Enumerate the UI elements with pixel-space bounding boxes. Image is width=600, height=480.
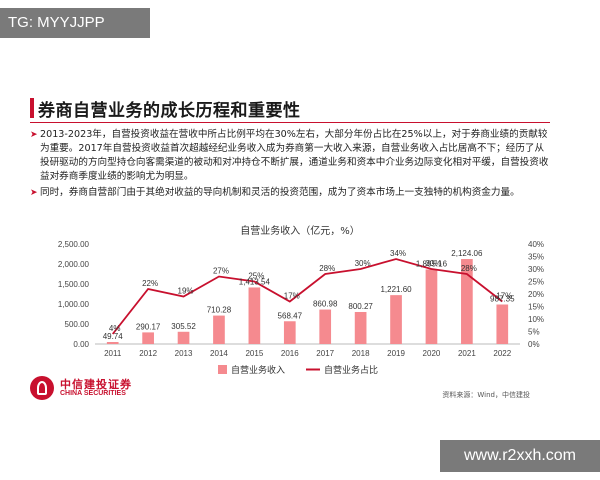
line-value-label: 17% (284, 292, 300, 301)
source-note: 资料来源：Wind，中信建投 (442, 391, 530, 399)
x-tick-label: 2014 (210, 349, 228, 358)
line-value-label: 28% (319, 264, 335, 273)
bar-2019 (390, 295, 402, 344)
x-tick-label: 2013 (175, 349, 193, 358)
legend-line-label: 自营业务占比 (324, 364, 378, 376)
watermark-top: TG: MYYJJPP (0, 8, 150, 38)
bar-2014 (213, 315, 225, 344)
x-tick-label: 2016 (281, 349, 299, 358)
bullet-text-2: 同时，券商自营部门由于其绝对收益的导向机制和灵活的投资范围，成为了资本市场上一支… (40, 187, 520, 198)
bar-2011 (106, 342, 119, 344)
combo-chart: 0.00 500.00 1,000.00 1,500.00 2,000.00 2,500.… (58, 240, 544, 376)
logo-seal-icon (30, 376, 54, 400)
x-tick-label: 2017 (316, 349, 334, 358)
line-value-label: 4% (109, 324, 121, 333)
arrow-bullet-icon: ➤ (30, 188, 38, 198)
y-right-tick-label: 40% (528, 240, 544, 249)
bar-value-label: 290.17 (136, 322, 161, 331)
bar-2016 (283, 321, 296, 344)
logo-text-en: CHINA SECURITIES (60, 390, 126, 397)
bar-value-label: 49.74 (103, 332, 124, 341)
y-left-tick-label: 1,000.00 (58, 300, 90, 309)
x-tick-label: 2011 (104, 349, 122, 358)
legend-bar-swatch (218, 365, 227, 374)
y-left-tick-label: 500.00 (65, 320, 90, 329)
bar-value-label: 1,221.60 (380, 285, 412, 294)
arrow-bullet-icon: ➤ (30, 130, 38, 140)
bar-value-label: 860.98 (313, 300, 338, 309)
share-line (112, 258, 503, 335)
bar-value-label: 800.27 (348, 302, 373, 311)
y-right-tick-label: 35% (528, 253, 544, 262)
bar-value-label: 1,413.54 (239, 277, 271, 286)
bar-value-label: 1,865.16 (416, 259, 448, 268)
bullet-list: ➤ 2013-2023年，自营投资收益在营收中所占比例平均在30%左右，大部分年… (30, 128, 550, 202)
bar-2021 (461, 259, 473, 344)
line-value-label: 28% (461, 264, 477, 273)
bar-value-label: 305.52 (171, 322, 196, 331)
y-left-tick-label: 2,000.00 (58, 260, 90, 269)
line-value-label: 34% (390, 249, 406, 258)
x-tick-label: 2021 (458, 349, 476, 358)
watermark-bottom: www.r2xxh.com (440, 440, 600, 472)
bar-2012 (142, 332, 154, 344)
bullet-item: ➤ 同时，券商自营部门由于其绝对收益的导向机制和灵活的投资范围，成为了资本市场上… (30, 186, 550, 200)
line-value-label: 22% (142, 279, 158, 288)
line-value-label: 19% (178, 287, 194, 296)
chart-title: 自营业务收入（亿元，%） (240, 226, 360, 237)
bullet-text-1: 2013-2023年，自营投资收益在营收中所占比例平均在30%左右，大部分年份占… (40, 129, 549, 182)
line-value-label: 30% (425, 259, 441, 268)
y-right-tick-label: 5% (528, 328, 540, 337)
bar-2020 (425, 269, 438, 344)
y-left-tick-label: 2,500.00 (58, 240, 90, 249)
bullet-item: ➤ 2013-2023年，自营投资收益在营收中所占比例平均在30%左右，大部分年… (30, 128, 550, 184)
bar-value-label: 568.47 (278, 311, 303, 320)
bar-2013 (177, 331, 190, 344)
bar-2018 (354, 311, 367, 344)
logo-text-cn: 中信建投证券 (60, 378, 132, 391)
line-value-label: 17% (496, 292, 512, 301)
x-tick-label: 2019 (387, 349, 405, 358)
line-value-label: 30% (355, 259, 371, 268)
x-tick-label: 2018 (352, 349, 370, 358)
title-accent-bar (30, 98, 34, 118)
line-value-label: 27% (213, 267, 229, 276)
bar-2015 (248, 287, 261, 344)
y-right-tick-label: 10% (528, 315, 544, 324)
bar-2017 (319, 309, 332, 344)
y-right-tick-label: 30% (528, 265, 544, 274)
y-left-tick-label: 0.00 (73, 340, 89, 349)
legend-bar-label: 自营业务收入 (231, 364, 285, 376)
x-tick-label: 2012 (139, 349, 157, 358)
line-value-label: 25% (248, 272, 264, 281)
x-tick-label: 2022 (493, 349, 511, 358)
y-right-tick-label: 15% (528, 303, 544, 312)
y-right-tick-label: 25% (528, 278, 544, 287)
bar-2022 (496, 304, 509, 344)
title-divider (30, 122, 550, 123)
y-left-tick-label: 1,500.00 (58, 280, 90, 289)
y-right-tick-label: 20% (528, 290, 544, 299)
x-tick-label: 2020 (423, 349, 441, 358)
bar-value-label: 710.28 (207, 306, 232, 315)
slide-title: 券商自营业务的成长历程和重要性 (38, 101, 301, 121)
company-logo: 中信建投证券 CHINA SECURITIES (30, 376, 150, 404)
bar-value-label: 987.35 (490, 295, 515, 304)
x-tick-label: 2015 (245, 349, 263, 358)
bar-value-label: 2,124.06 (451, 249, 483, 258)
y-right-tick-label: 0% (528, 340, 540, 349)
